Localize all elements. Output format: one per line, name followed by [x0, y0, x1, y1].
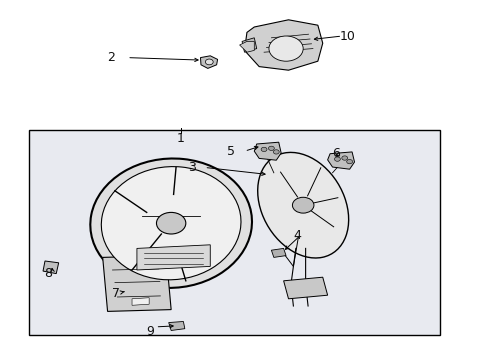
Text: 5: 5	[226, 145, 234, 158]
Polygon shape	[200, 56, 217, 68]
Text: 10: 10	[339, 30, 355, 42]
Polygon shape	[271, 248, 285, 257]
Polygon shape	[102, 256, 171, 311]
Polygon shape	[283, 277, 327, 299]
Circle shape	[205, 59, 213, 65]
Ellipse shape	[90, 158, 251, 288]
Polygon shape	[244, 20, 322, 70]
Text: 1: 1	[177, 132, 184, 145]
Text: 9: 9	[146, 325, 154, 338]
Polygon shape	[168, 321, 184, 330]
Text: 6: 6	[332, 147, 340, 159]
Circle shape	[346, 159, 352, 164]
Text: 8: 8	[44, 267, 52, 280]
Circle shape	[268, 146, 274, 150]
Text: 3: 3	[187, 161, 195, 174]
Circle shape	[273, 150, 279, 154]
Circle shape	[292, 197, 313, 213]
Text: 2: 2	[107, 51, 115, 64]
Text: 7: 7	[112, 287, 120, 300]
Bar	[29, 130, 439, 335]
Polygon shape	[254, 142, 281, 160]
Circle shape	[156, 212, 185, 234]
Polygon shape	[137, 245, 210, 270]
Polygon shape	[242, 38, 256, 52]
Circle shape	[334, 157, 340, 161]
Polygon shape	[239, 41, 254, 52]
Polygon shape	[327, 152, 354, 169]
Ellipse shape	[101, 167, 241, 280]
Circle shape	[268, 36, 303, 61]
Polygon shape	[132, 298, 149, 305]
Ellipse shape	[257, 152, 348, 258]
Circle shape	[341, 156, 347, 160]
Text: 4: 4	[293, 229, 301, 242]
Polygon shape	[43, 261, 59, 274]
Circle shape	[261, 147, 266, 152]
